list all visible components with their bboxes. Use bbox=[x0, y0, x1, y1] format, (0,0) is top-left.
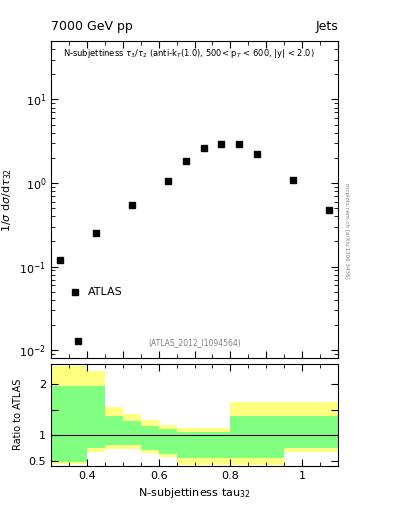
Y-axis label: 1/$\sigma$ d$\sigma$/d$\tau_{32}$: 1/$\sigma$ d$\sigma$/d$\tau_{32}$ bbox=[0, 167, 14, 232]
Text: mcplots.cern.ch [arXiv:1306.3436]: mcplots.cern.ch [arXiv:1306.3436] bbox=[344, 183, 349, 278]
Text: Jets: Jets bbox=[315, 20, 338, 33]
Text: 7000 GeV pp: 7000 GeV pp bbox=[51, 20, 133, 33]
Text: N-subjettiness $\tau_3/\tau_2$ (anti-k$_T$(1.0), 500< p$_T$ < 600, |y| < 2.0): N-subjettiness $\tau_3/\tau_2$ (anti-k$_… bbox=[62, 47, 314, 60]
Y-axis label: Ratio to ATLAS: Ratio to ATLAS bbox=[13, 379, 23, 451]
Text: ATLAS: ATLAS bbox=[88, 287, 123, 297]
X-axis label: N-subjettiness tau$_{32}$: N-subjettiness tau$_{32}$ bbox=[138, 486, 251, 500]
Text: (ATLAS_2012_I1094564): (ATLAS_2012_I1094564) bbox=[148, 338, 241, 347]
